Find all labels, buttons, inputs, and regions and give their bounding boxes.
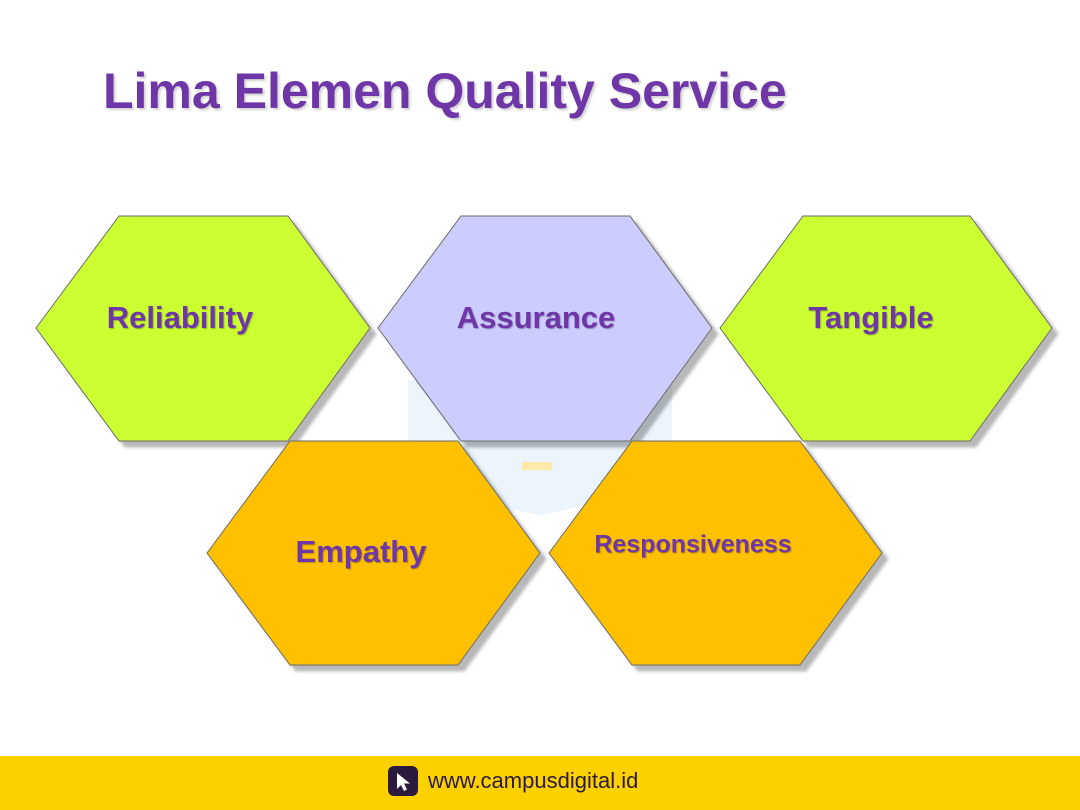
cursor-arrow-icon — [388, 766, 418, 796]
footer-url[interactable]: www.campusdigital.id — [428, 768, 639, 793]
hexagon-reliability — [35, 215, 371, 442]
label-empathy: Empathy — [295, 534, 427, 569]
hexagon-tangible — [719, 215, 1053, 442]
label-tangible: Tangible — [808, 300, 934, 335]
hexagon-responsiveness — [548, 440, 883, 666]
footer-bar — [0, 756, 1080, 810]
label-reliability: Reliability — [106, 300, 254, 335]
label-assurance: Assurance — [456, 300, 616, 335]
hexagon-empathy — [206, 440, 541, 666]
label-responsiveness: Responsiveness — [594, 530, 792, 559]
hexagon-assurance — [377, 215, 713, 442]
slide-title: Lima Elemen Quality Service — [103, 63, 787, 119]
